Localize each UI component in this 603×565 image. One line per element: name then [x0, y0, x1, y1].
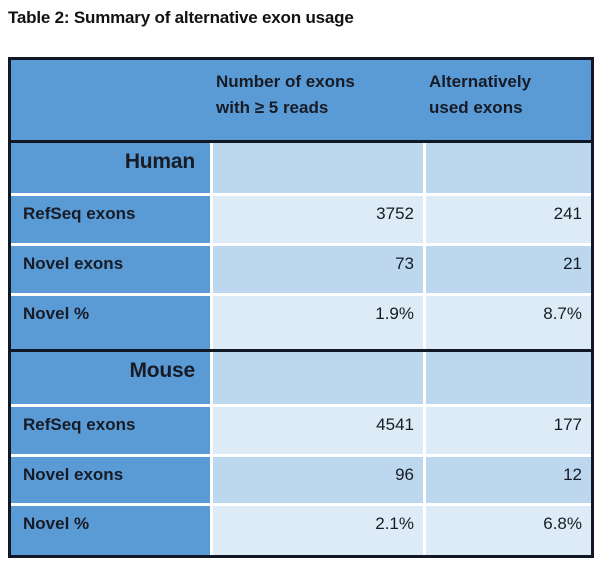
empty-cell — [210, 143, 423, 193]
cell-value: 2.1% — [210, 506, 423, 555]
cell-value: 96 — [210, 457, 423, 503]
cell-value: 4541 — [210, 407, 423, 454]
cell-value: 8.7% — [423, 296, 591, 349]
cell-value: 6.8% — [423, 506, 591, 555]
cell-value: 21 — [423, 246, 591, 293]
cell-value: 12 — [423, 457, 591, 503]
cell-value: 73 — [210, 246, 423, 293]
table-row-mouse-novel: Novel exons 96 12 — [11, 454, 591, 503]
header-line: with ≥ 5 reads — [216, 98, 329, 117]
cell-value: 177 — [423, 407, 591, 454]
cell-value: 1.9% — [210, 296, 423, 349]
empty-cell — [423, 143, 591, 193]
section-label: Human — [11, 143, 210, 193]
section-row-mouse: Mouse — [11, 349, 591, 404]
cell-value: 3752 — [210, 196, 423, 243]
section-row-human: Human — [11, 140, 591, 193]
row-label: Novel exons — [11, 457, 210, 503]
row-label: Novel exons — [11, 246, 210, 293]
empty-cell — [423, 352, 591, 404]
table-row-human-refseq: RefSeq exons 3752 241 — [11, 193, 591, 243]
header-line: used exons — [429, 98, 523, 117]
table-caption: Table 2: Summary of alternative exon usa… — [8, 8, 354, 27]
row-label: Novel % — [11, 296, 210, 349]
header-line: Alternatively — [429, 72, 532, 91]
table-row-mouse-novel-pct: Novel % 2.1% 6.8% — [11, 503, 591, 555]
table-row-mouse-refseq: RefSeq exons 4541 177 — [11, 404, 591, 454]
header-line: Number of exons — [216, 72, 355, 91]
row-label: Novel % — [11, 506, 210, 555]
table-header-row: Number of exons with ≥ 5 reads Alternati… — [11, 60, 591, 140]
exon-usage-table: Number of exons with ≥ 5 reads Alternati… — [8, 57, 594, 558]
empty-cell — [210, 352, 423, 404]
header-cell-empty — [11, 60, 210, 140]
table-row-human-novel-pct: Novel % 1.9% 8.7% — [11, 293, 591, 349]
header-cell-exons-5-reads: Number of exons with ≥ 5 reads — [210, 60, 423, 140]
section-label: Mouse — [11, 352, 210, 404]
row-label: RefSeq exons — [11, 407, 210, 454]
table-row-human-novel: Novel exons 73 21 — [11, 243, 591, 293]
row-label: RefSeq exons — [11, 196, 210, 243]
header-cell-alternatively-used: Alternatively used exons — [423, 60, 591, 140]
cell-value: 241 — [423, 196, 591, 243]
